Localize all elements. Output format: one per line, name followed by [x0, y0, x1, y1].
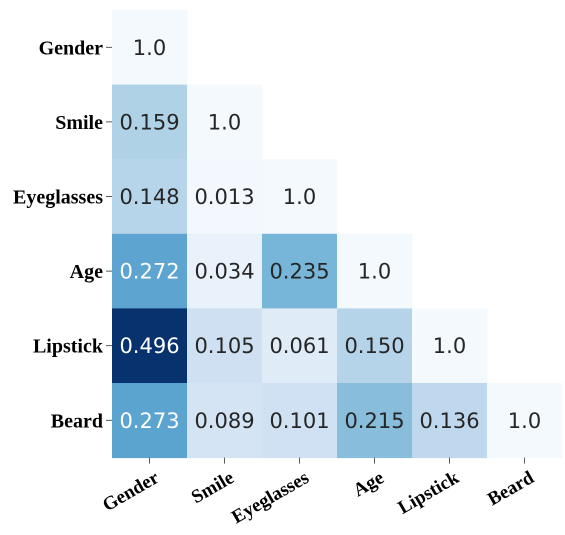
cell-value-lipstick-gender: 0.496 — [119, 334, 179, 358]
col-label-gender: Gender — [99, 467, 163, 516]
col-label-beard: Beard — [484, 467, 538, 510]
cell-value-beard-gender: 0.273 — [119, 409, 179, 433]
heatmap-cell-eyeglasses-smile — [187, 159, 263, 235]
row-label-age: Age — [70, 261, 103, 283]
heatmap-cell-age-smile — [187, 233, 263, 309]
cell-value-smile-smile: 1.0 — [208, 110, 241, 134]
heatmap-cell-eyeglasses-eyeglasses — [262, 159, 338, 235]
heatmap-cell-age-age — [337, 233, 413, 309]
heatmap-cell-smile-smile — [187, 84, 263, 160]
row-tick-labels: Gender Smile Eyeglasses Age Lipstick Beard — [13, 37, 112, 432]
heatmap-cell-gender-gender — [112, 10, 188, 86]
cell-value-eyeglasses-gender: 0.148 — [119, 185, 179, 209]
cell-value-eyeglasses-eyeglasses: 1.0 — [283, 185, 316, 209]
cell-value-age-eyeglasses: 0.235 — [269, 260, 329, 284]
row-label-eyeglasses: Eyeglasses — [13, 187, 103, 209]
cell-value-lipstick-smile: 0.105 — [194, 334, 254, 358]
cell-value-age-age: 1.0 — [358, 260, 391, 284]
cell-value-smile-gender: 0.159 — [119, 110, 179, 134]
heatmap-cell-lipstick-lipstick — [412, 308, 488, 384]
cell-value-gender-gender: 1.0 — [133, 36, 166, 60]
heatmap-cell-age-gender — [112, 233, 188, 309]
heatmap-cell-beard-gender — [112, 383, 188, 459]
cell-value-beard-smile: 0.089 — [194, 409, 254, 433]
col-label-smile: Smile — [188, 467, 238, 508]
heatmap-cells — [112, 10, 563, 459]
cell-value-eyeglasses-smile: 0.013 — [194, 185, 254, 209]
cell-value-lipstick-lipstick: 1.0 — [433, 334, 466, 358]
heatmap-cell-lipstick-age — [337, 308, 413, 384]
cell-value-lipstick-eyeglasses: 0.061 — [269, 334, 329, 358]
heatmap-cell-beard-eyeglasses — [262, 383, 338, 459]
cell-value-lipstick-age: 0.150 — [344, 334, 404, 358]
cell-value-beard-age: 0.215 — [344, 409, 404, 433]
heatmap-cell-beard-smile — [187, 383, 263, 459]
cell-value-beard-beard: 1.0 — [508, 409, 541, 433]
heatmap-cell-eyeglasses-gender — [112, 159, 188, 235]
heatmap-value-labels: 1.0 0.159 1.0 0.148 0.013 1.0 0.272 0.034 0.235 1… — [119, 36, 541, 433]
row-label-smile: Smile — [55, 112, 103, 134]
col-label-lipstick: Lipstick — [395, 467, 463, 519]
cell-value-age-smile: 0.034 — [194, 260, 254, 284]
heatmap-cell-beard-age — [337, 383, 413, 459]
heatmap-cell-age-eyeglasses — [262, 233, 338, 309]
cell-value-beard-lipstick: 0.136 — [419, 409, 479, 433]
heatmap-cell-beard-beard — [487, 383, 563, 459]
col-label-eyeglasses: Eyeglasses — [228, 467, 313, 528]
cell-value-beard-eyeglasses: 0.101 — [269, 409, 329, 433]
heatmap-cell-lipstick-eyeglasses — [262, 308, 338, 384]
heatmap-cell-lipstick-smile — [187, 308, 263, 384]
heatmap-cell-beard-lipstick — [412, 383, 488, 459]
row-label-gender: Gender — [39, 37, 104, 59]
row-label-lipstick: Lipstick — [33, 336, 104, 358]
row-label-beard: Beard — [51, 410, 103, 432]
heatmap-cell-smile-gender — [112, 84, 188, 160]
cell-value-age-gender: 0.272 — [119, 260, 179, 284]
col-label-age: Age — [350, 467, 388, 501]
heatmap-cell-lipstick-gender — [112, 308, 188, 384]
